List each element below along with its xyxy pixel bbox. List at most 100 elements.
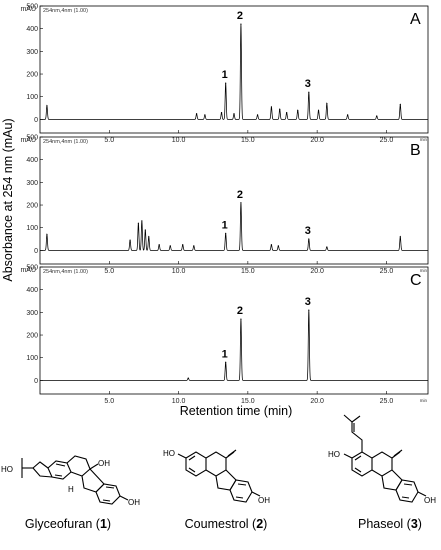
panel-b-trace: [40, 202, 428, 251]
panel-b-y-tick-label: 500: [26, 135, 38, 142]
phaseol-structure: [343, 414, 427, 503]
panel-b-peak-point: [137, 222, 139, 224]
panel-a-y-tick-label: 300: [26, 49, 38, 56]
caption-glyceofuran: Glyceofuran (1): [25, 517, 111, 531]
panel-c-y-tick-label: 200: [26, 333, 38, 340]
panel-b-peak-label: 1: [222, 219, 228, 231]
panel-b-letter: B: [410, 142, 421, 159]
panel-a-peak-label: 3: [305, 78, 311, 90]
panel-b-peak-point: [270, 244, 273, 246]
panel-b-peak-point: [158, 244, 160, 246]
caption-phaseol: Phaseol (3): [358, 517, 422, 531]
panel-b-unit-top: mAU: [20, 137, 36, 144]
panel-b-peak-point: [148, 236, 150, 238]
panel-c-y-tick-label: 400: [26, 287, 38, 294]
x-axis-label: Retention time (min): [180, 404, 293, 418]
panel-c-x-tick-label: 20.0: [310, 398, 324, 405]
panel-b-frame: [39, 136, 429, 265]
panel-a-peak-point: [376, 115, 378, 117]
panel-c-peak-label: 3: [305, 296, 311, 308]
panel-b-peak-point: [141, 220, 143, 222]
glyceofuran-h-label: H: [68, 485, 74, 494]
panel-b-unit-right: min: [420, 268, 428, 273]
panel-b-detector-label: 254nm,4nm (1.00): [43, 139, 88, 145]
panel-a-y-tick-label: 400: [26, 26, 38, 33]
panel-a-peak-point: [270, 106, 273, 108]
caption-coumestrol-number: 2: [256, 517, 263, 531]
caption-glyceofuran-name: Glyceofuran: [25, 517, 92, 531]
panel-b-peak-point: [193, 245, 195, 247]
panel-c-x-tick-label: 10.0: [172, 398, 186, 405]
panel-b-peak-point: [326, 246, 328, 248]
panel-b-x-tick-label: 15.0: [241, 268, 255, 275]
panel-a-peak-point: [279, 108, 281, 110]
panel-a-peak-point: [225, 82, 227, 84]
panel-a-detector-label: 254nm,4nm (1.00): [43, 8, 88, 14]
caption-glyceofuran-number: 1: [100, 517, 107, 531]
panel-a-x-tick-label: 10.0: [172, 137, 186, 144]
panel-a-peak-point: [286, 111, 288, 114]
panel-c-peak-label: 1: [222, 348, 228, 360]
panel-a-x-tick-label: 15.0: [241, 137, 255, 144]
panel-c-peak-label: 2: [237, 305, 243, 317]
panel-c-peak-point: [240, 318, 242, 320]
panel-a-y-tick-label: 500: [26, 4, 38, 11]
panel-a-peak-point: [46, 105, 48, 107]
panel-c-x-tick-label: 15.0: [241, 398, 255, 405]
panel-a-unit-top: mAU: [20, 6, 36, 13]
panel-c-peak-point: [187, 377, 189, 379]
panel-b-peak-point: [182, 244, 184, 246]
caption-phaseol-number: 3: [411, 517, 418, 531]
panel-c-peak-point: [225, 361, 227, 363]
panel-a-peak-point: [399, 104, 401, 106]
panel-a-frame: [39, 5, 429, 134]
panel-b-peak-label: 3: [305, 225, 311, 237]
panel-a-peak-label: 2: [237, 10, 243, 22]
coumestrol-oh-label: OH: [258, 496, 270, 505]
panel-a-peak-point: [204, 114, 206, 116]
panel-c-frame: [39, 266, 429, 395]
panel-c-letter: C: [410, 272, 422, 289]
panel-b-x-tick-label: 25.0: [380, 268, 394, 275]
caption-coumestrol: Coumestrol (2): [185, 517, 268, 531]
panel-b-x-tick-label: 10.0: [172, 268, 186, 275]
panel-b-y-tick-label: 400: [26, 157, 38, 164]
panel-a-peak-point: [347, 114, 349, 116]
panel-b-peak-point: [240, 202, 242, 204]
y-axis-label: Absorbance at 254 nm (mAu): [1, 118, 15, 281]
panel-a-x-tick-label: 25.0: [380, 137, 394, 144]
panel-b-peak-point: [399, 236, 401, 238]
panel-a-peak-point: [317, 109, 320, 111]
panel-a-peak-label: 1: [222, 69, 228, 81]
panel-b-x-tick-label: 20.0: [310, 268, 324, 275]
panel-c-trace: [40, 310, 428, 381]
panel-a-y-tick-label: 200: [26, 72, 38, 79]
panel-b-peak-point: [144, 229, 146, 231]
panel-c-unit-top: mAU: [20, 267, 36, 274]
panel-c-y-tick-label: 0: [34, 378, 38, 385]
panel-b-peak-point: [225, 232, 227, 234]
panel-a-unit-right: min: [420, 137, 428, 142]
glyceofuran-oh2-label: OH: [128, 498, 140, 507]
coumestrol-structure: [177, 449, 261, 503]
panel-c-y-tick-label: 300: [26, 310, 38, 317]
panel-b-y-tick-label: 200: [26, 203, 38, 210]
panel-a-peak-point: [195, 113, 198, 115]
glyceofuran-ho-label: HO: [1, 465, 13, 474]
panel-c-x-tick-label: 5.0: [104, 398, 114, 405]
panel-a-peak-point: [220, 111, 223, 114]
panel-a-peak-point: [233, 113, 235, 115]
panel-b-peak-label: 2: [237, 189, 243, 201]
panel-a-x-tick-label: 5.0: [104, 137, 114, 144]
panel-b-x-tick-label: 5.0: [104, 268, 114, 275]
panel-a-letter: A: [410, 11, 421, 28]
panel-b-y-tick-label: 100: [26, 225, 38, 232]
panel-b-peak-point: [46, 233, 48, 236]
glyceofuran-structure: [21, 455, 129, 505]
panel-a-peak-point: [297, 109, 299, 111]
panel-c-y-tick-label: 500: [26, 265, 38, 272]
panel-a-peak-point: [240, 23, 242, 25]
